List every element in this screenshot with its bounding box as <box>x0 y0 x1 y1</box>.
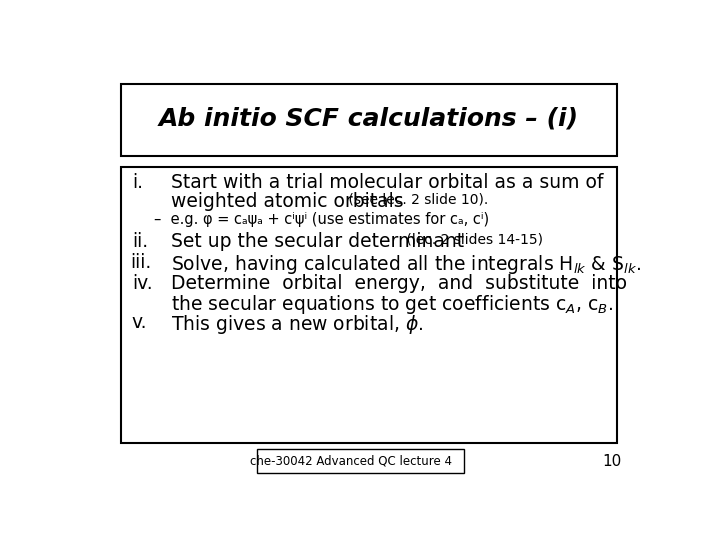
Text: iii.: iii. <box>130 253 151 272</box>
FancyBboxPatch shape <box>121 84 617 156</box>
FancyBboxPatch shape <box>121 167 617 443</box>
Text: Ab initio SCF calculations – (i): Ab initio SCF calculations – (i) <box>159 107 579 131</box>
Text: This gives a new orbital, $\phi$.: This gives a new orbital, $\phi$. <box>171 313 423 336</box>
Text: (see lec. 2 slide 10).: (see lec. 2 slide 10). <box>344 192 488 206</box>
Text: –  e.g. φ = cₐψₐ + cⁱψⁱ (use estimates for cₐ, cⁱ): – e.g. φ = cₐψₐ + cⁱψⁱ (use estimates fo… <box>154 212 490 227</box>
Text: Start with a trial molecular orbital as a sum of: Start with a trial molecular orbital as … <box>171 173 603 192</box>
FancyBboxPatch shape <box>258 449 464 473</box>
Text: the secular equations to get coefficients c$_A$, c$_B$.: the secular equations to get coefficient… <box>171 293 613 316</box>
Text: che-30042 Advanced QC lecture 4: che-30042 Advanced QC lecture 4 <box>250 455 451 468</box>
Text: weighted atomic orbitals: weighted atomic orbitals <box>171 192 403 212</box>
Text: ii.: ii. <box>132 232 148 251</box>
Text: i.: i. <box>132 173 143 192</box>
Text: Solve, having calculated all the integrals H$_{lk}$ & S$_{lk}$.: Solve, having calculated all the integra… <box>171 253 641 276</box>
Text: v.: v. <box>132 313 148 333</box>
Text: Determine  orbital  energy,  and  substitute  into: Determine orbital energy, and substitute… <box>171 274 627 293</box>
Text: iv.: iv. <box>132 274 153 293</box>
Text: (lec. 2 slides 14-15): (lec. 2 slides 14-15) <box>402 232 544 246</box>
Text: 10: 10 <box>602 454 621 469</box>
Text: Set up the secular determinant: Set up the secular determinant <box>171 232 464 251</box>
